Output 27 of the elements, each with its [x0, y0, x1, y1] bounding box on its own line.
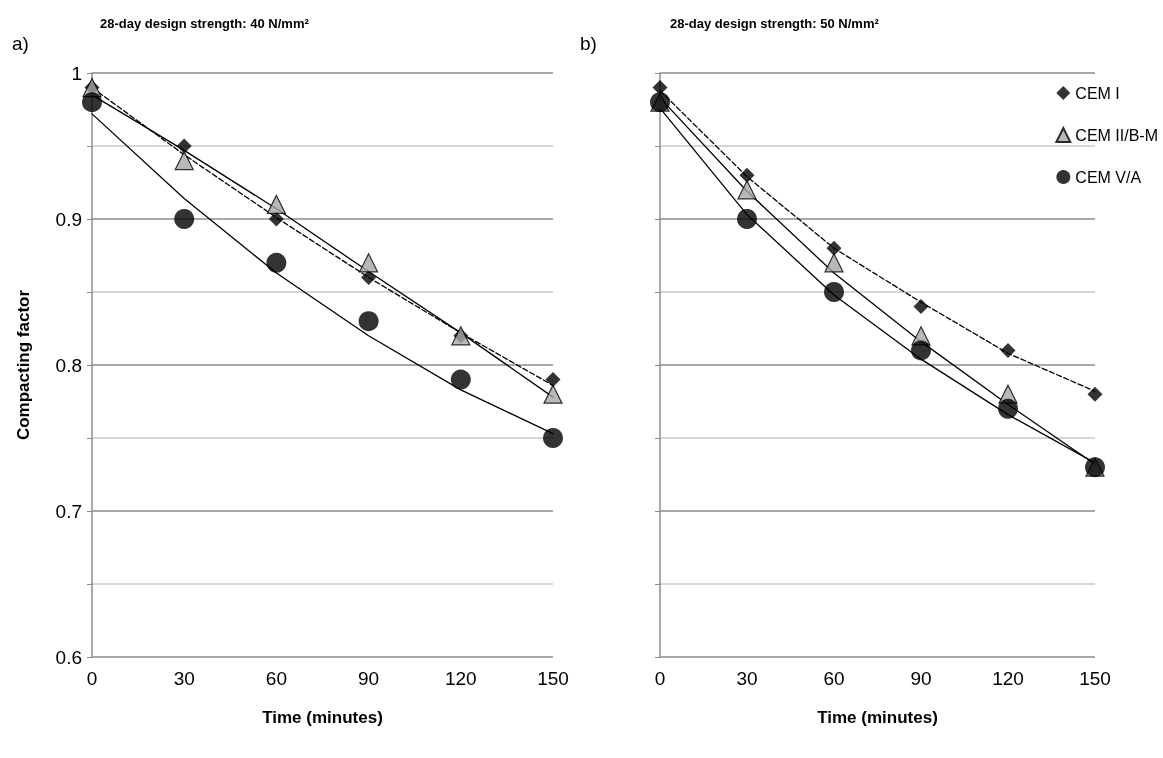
y-axis-title: Compacting factor [14, 289, 33, 441]
x-tick-label: 120 [444, 668, 477, 689]
y-tick-label: 0.9 [55, 208, 82, 230]
y-tick-label: 0.7 [55, 500, 82, 522]
x-tick-label: 150 [537, 668, 569, 689]
x-tick-label: 150 [1079, 668, 1111, 689]
x-tick-label: 0 [654, 668, 666, 689]
y-tick-label: 0.6 [55, 646, 82, 668]
text: b) [580, 33, 597, 54]
text: a) [12, 33, 29, 54]
legend-label: CEM V/A [1075, 168, 1142, 186]
x-tick-label: 90 [358, 668, 380, 689]
legend-label: CEM II/B-M [1075, 126, 1159, 144]
x-tick-label: 90 [910, 668, 932, 689]
x-tick-label: 60 [823, 668, 845, 689]
chart-title: 28-day design strength: 50 N/mm² [670, 16, 880, 31]
x-tick-label: 30 [173, 668, 195, 689]
y-tick-label: 0.8 [55, 354, 82, 376]
y-tick-label: 1 [71, 62, 82, 84]
x-axis-title: Time (minutes) [262, 708, 383, 727]
x-tick-label: 120 [992, 668, 1024, 689]
x-tick-label: 0 [86, 668, 98, 689]
x-axis-title: Time (minutes) [817, 708, 938, 727]
x-tick-label: 60 [265, 668, 287, 689]
x-tick-label: 30 [736, 668, 758, 689]
chart-title: 28-day design strength: 40 N/mm² [100, 16, 310, 31]
legend-label: CEM I [1075, 84, 1120, 102]
